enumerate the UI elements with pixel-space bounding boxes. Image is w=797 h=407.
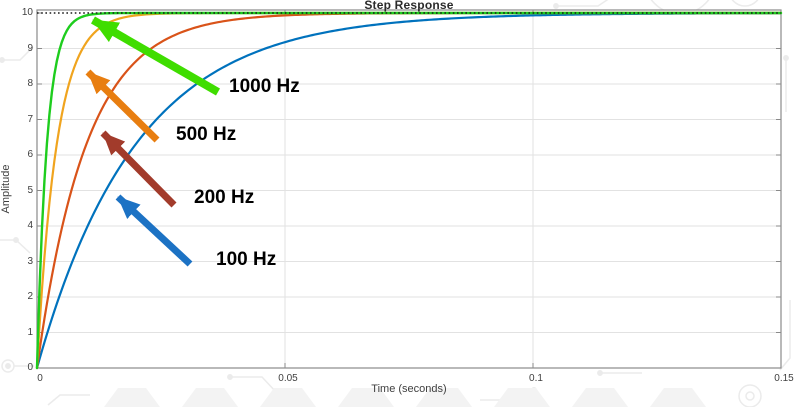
x-tick-label: 0 — [37, 373, 43, 384]
annotation-label-100hz: 100 Hz — [216, 249, 277, 270]
y-tick-label: 9 — [27, 42, 33, 54]
annotation-arrow-100hz — [115, 194, 193, 267]
y-tick-label: 1 — [27, 326, 33, 338]
y-tick-label: 10 — [21, 7, 33, 18]
y-tick-label: 0 — [27, 362, 33, 373]
annotation-arrow-1000hz — [91, 16, 220, 96]
annotation-label-1000hz: 1000 Hz — [229, 76, 300, 97]
y-tick-label: 5 — [27, 184, 33, 196]
x-axis-label: Time (seconds) — [371, 383, 447, 395]
annotation-arrow-500hz — [85, 69, 160, 143]
y-tick-label: 3 — [27, 255, 33, 267]
x-tick-label: 0.1 — [529, 373, 543, 384]
y-tick-label: 4 — [27, 220, 33, 231]
annotation-arrow-200hz — [100, 130, 177, 208]
y-tick-label: 7 — [27, 113, 33, 125]
x-tick-label: 0.15 — [774, 373, 794, 384]
annotation-label-200hz: 200 Hz — [194, 187, 255, 208]
y-tick-label: 2 — [27, 291, 33, 302]
chart-title: Step Response — [364, 0, 454, 12]
annotation-label-500hz: 500 Hz — [176, 124, 237, 145]
y-tick-label: 8 — [27, 78, 33, 89]
y-tick-label: 6 — [27, 149, 33, 160]
x-tick-label: 0.05 — [278, 373, 298, 384]
